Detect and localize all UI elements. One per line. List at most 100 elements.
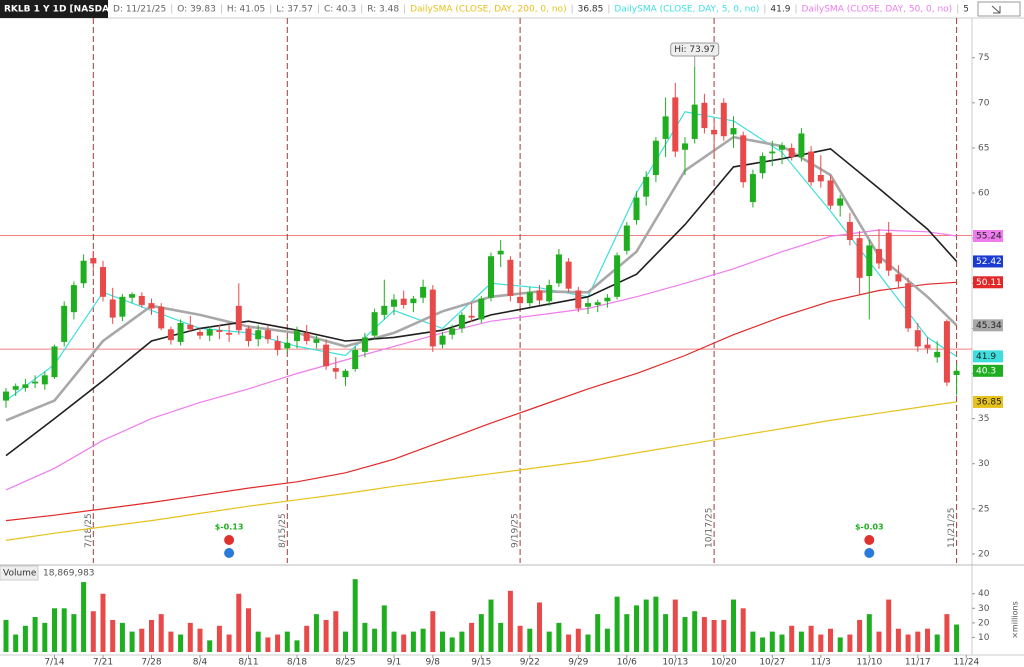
candle-body: [420, 286, 427, 298]
candle-body: [817, 175, 824, 182]
volume-bar: [537, 602, 542, 652]
candle-body: [138, 295, 145, 305]
price-badge-label: 40.3: [976, 366, 996, 376]
candle-body: [905, 283, 912, 329]
volume-bar: [556, 622, 562, 652]
candle-body: [924, 344, 931, 349]
price-badge: [973, 395, 1003, 408]
candle-body: [934, 351, 941, 358]
candle-body: [449, 328, 456, 335]
candle-body: [478, 298, 485, 320]
volume-bar: [139, 628, 145, 652]
y-tick-label: 35: [978, 414, 989, 424]
volume-bar: [304, 625, 310, 652]
candle-body: [400, 298, 407, 305]
x-tick-label: 9/1: [387, 658, 401, 667]
candle-body: [148, 303, 155, 309]
candle-body: [381, 305, 388, 315]
candle-body: [808, 151, 815, 183]
candle-body: [22, 384, 29, 388]
earnings-icon: [224, 535, 235, 545]
earnings-icon: [864, 535, 875, 545]
candle-body: [691, 104, 698, 139]
candle-body: [313, 339, 320, 343]
candle-body: [274, 341, 281, 351]
candle-body: [779, 145, 785, 150]
volume-bar: [323, 619, 329, 652]
price-badge-label: 41.9: [976, 352, 996, 362]
candle-body: [255, 330, 262, 340]
volume-tick-label: 20: [978, 618, 990, 628]
price-badge: [973, 319, 1003, 332]
volume-bar: [410, 631, 416, 652]
candle-body: [235, 305, 242, 331]
sma-line: [5, 229, 957, 491]
volume-bar: [682, 617, 688, 652]
volume-bar: [3, 619, 9, 652]
volume-axis-label: ×millions: [1011, 601, 1020, 639]
x-tick-label: 8/18: [287, 658, 307, 667]
x-tick-label: 11/17: [905, 658, 931, 667]
volume-bar: [129, 631, 135, 652]
header: RKLB 1 Y 1D [NASDAQ] D: 11/21/25 | O: 39.8…: [0, 0, 968, 18]
separator: |: [317, 5, 320, 15]
candle-body: [759, 156, 766, 174]
candle-body: [323, 344, 330, 367]
candle-body: [856, 238, 863, 278]
price-badge-label: 55.24: [976, 232, 1002, 242]
x-tick-label: 9/8: [426, 658, 441, 667]
high-callout: Hi: 73.97: [674, 45, 715, 55]
candle-body: [303, 332, 310, 342]
candle-body: [361, 337, 368, 352]
candle-body: [245, 328, 252, 342]
candle-body: [604, 297, 611, 302]
price-badge-label: 52.42: [976, 257, 1002, 267]
candle-body: [895, 274, 902, 282]
volume-bar: [71, 614, 77, 652]
candle-body: [943, 321, 950, 383]
dividend-icon: [224, 548, 235, 558]
volume-bar: [52, 608, 57, 652]
candle-body: [769, 151, 776, 154]
candle-body: [352, 350, 359, 370]
volume-bar: [246, 608, 251, 652]
candle-body: [682, 143, 688, 150]
volume-bar: [546, 631, 552, 652]
volume-bar: [90, 611, 96, 652]
volume-bar: [265, 637, 271, 652]
volume-bar: [663, 614, 669, 652]
candle-body: [555, 254, 562, 284]
volume-bar: [236, 593, 242, 652]
volume-bar: [149, 619, 154, 652]
volume-bar: [905, 634, 911, 652]
volume-bar: [585, 634, 591, 652]
high-callout-box: [670, 42, 720, 57]
candle-body: [623, 225, 630, 251]
volume-bar: [818, 634, 824, 652]
candle-body: [332, 368, 339, 372]
candle-body: [720, 102, 727, 137]
volume-bar: [643, 599, 649, 652]
volume-bar: [944, 614, 950, 652]
volume-bar: [760, 637, 766, 652]
sma-line: [5, 147, 958, 457]
symbol-box: [0, 0, 108, 18]
collapse-icon: [991, 5, 1001, 14]
x-tick-label: 7/14: [44, 658, 64, 667]
volume-bar: [61, 608, 67, 652]
candle-body: [468, 315, 475, 318]
x-tick-label: 7/21: [93, 658, 113, 667]
candle-body: [371, 312, 378, 336]
x-tick-label: 8/11: [238, 658, 258, 667]
candle-body: [80, 260, 87, 284]
collapse-button[interactable]: [977, 1, 1021, 17]
volume-bar: [857, 619, 863, 652]
candle-body: [633, 197, 640, 221]
volume-bar: [634, 605, 639, 652]
separator: |: [956, 5, 959, 15]
volume-bar: [507, 590, 513, 652]
y-tick-label: 75: [978, 53, 989, 63]
volume-value: 18,869,983: [43, 569, 95, 579]
